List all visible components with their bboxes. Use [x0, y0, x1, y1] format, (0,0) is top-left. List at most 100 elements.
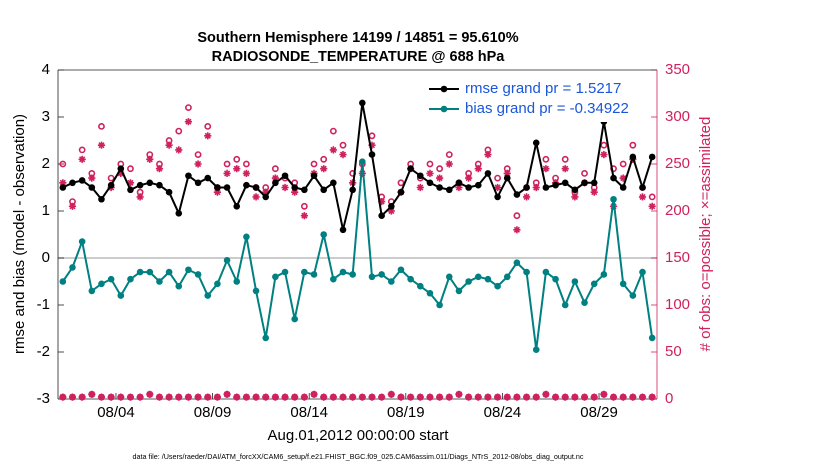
- point: [214, 280, 221, 288]
- point: [194, 151, 202, 158]
- point: [175, 146, 183, 154]
- point: [69, 179, 76, 187]
- point: [581, 179, 588, 187]
- point: [59, 278, 67, 285]
- y-tick-label: -3: [37, 390, 50, 407]
- point: [281, 268, 289, 276]
- point: [213, 188, 222, 196]
- point: [194, 160, 202, 168]
- point: [378, 271, 385, 278]
- chart-subtitle: RADIOSONDE_TEMPERATURE @ 688 hPa: [212, 49, 506, 65]
- point: [571, 186, 579, 194]
- point: [136, 393, 144, 401]
- point: [98, 280, 105, 288]
- point: [426, 169, 434, 177]
- point: [88, 174, 96, 182]
- point: [59, 184, 67, 191]
- point: [281, 393, 289, 401]
- point: [445, 160, 453, 168]
- point: [252, 184, 260, 191]
- point: [233, 155, 241, 163]
- point: [69, 198, 76, 205]
- y2-tick-label: 300: [665, 108, 690, 125]
- point: [523, 393, 530, 401]
- point: [368, 393, 376, 401]
- legend-label: bias grand pr = -0.34922: [465, 100, 629, 117]
- point: [194, 271, 202, 278]
- chart-title: Southern Hemisphere 14199 / 14851 = 95.6…: [197, 30, 518, 46]
- point: [165, 137, 173, 144]
- point: [358, 393, 366, 401]
- point: [272, 179, 279, 187]
- point: [349, 393, 357, 401]
- point: [243, 233, 250, 241]
- point: [214, 393, 221, 401]
- point: [600, 390, 608, 398]
- point: [223, 184, 231, 191]
- point: [242, 169, 250, 177]
- point: [359, 158, 366, 165]
- point: [387, 390, 395, 398]
- point: [484, 146, 492, 154]
- point: [639, 184, 646, 191]
- point: [185, 266, 192, 274]
- point: [281, 393, 289, 401]
- point: [552, 393, 559, 401]
- point: [629, 393, 637, 401]
- point: [252, 287, 260, 295]
- point: [465, 174, 473, 182]
- legend-box: [425, 76, 651, 122]
- point: [223, 160, 231, 168]
- point: [503, 273, 511, 281]
- point: [503, 393, 511, 401]
- point: [127, 275, 134, 283]
- point: [581, 169, 588, 177]
- point: [329, 127, 337, 135]
- point: [165, 268, 173, 276]
- point: [397, 393, 405, 401]
- point: [552, 181, 559, 189]
- point: [388, 278, 395, 285]
- point: [242, 393, 250, 401]
- point: [407, 165, 414, 172]
- point: [436, 165, 444, 173]
- point: [465, 169, 473, 177]
- point: [194, 393, 202, 401]
- point: [310, 160, 318, 168]
- point: [78, 146, 86, 154]
- point: [59, 179, 67, 187]
- point: [291, 393, 299, 401]
- point: [397, 179, 405, 187]
- point: [156, 278, 163, 285]
- point: [156, 181, 163, 189]
- point: [445, 186, 453, 194]
- point: [78, 393, 86, 401]
- point: [561, 179, 569, 187]
- point: [107, 174, 115, 182]
- point: [262, 393, 270, 401]
- point: [146, 268, 154, 276]
- point: [320, 155, 328, 163]
- point: [252, 193, 260, 201]
- point: [59, 393, 67, 401]
- point: [484, 393, 492, 401]
- point: [648, 202, 656, 210]
- y2-tick-label: 100: [665, 296, 690, 313]
- point: [78, 393, 86, 401]
- point: [349, 393, 357, 401]
- point: [69, 264, 76, 271]
- point: [503, 169, 511, 177]
- point: [629, 153, 637, 161]
- point: [281, 183, 289, 192]
- y2-tick-label: 200: [665, 202, 690, 219]
- point: [542, 390, 550, 398]
- point: [455, 390, 463, 398]
- y-axis-label: rmse and bias (model - observation): [11, 114, 28, 354]
- point: [300, 393, 308, 401]
- point: [262, 193, 270, 201]
- point: [532, 393, 540, 401]
- point: [175, 393, 183, 401]
- point: [252, 393, 260, 401]
- point: [146, 390, 154, 398]
- point: [271, 165, 279, 173]
